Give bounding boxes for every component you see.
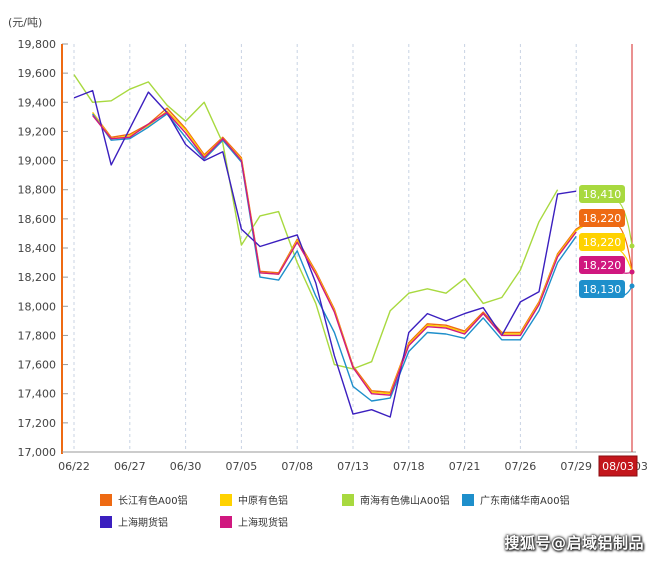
legend-swatch bbox=[100, 515, 112, 528]
series-line-2 bbox=[73, 74, 559, 370]
legend-item: 中原有色铝 bbox=[220, 492, 288, 507]
x-tick-label: 07/05 bbox=[226, 460, 258, 473]
legend-label: 上海期货铝 bbox=[118, 518, 168, 529]
end-value-tag bbox=[579, 209, 625, 227]
legend-label: 上海现货铝 bbox=[238, 518, 288, 529]
x-tick-label: 07/29 bbox=[560, 460, 592, 473]
y-tick-label: 18,600 bbox=[18, 213, 57, 226]
y-tick-label: 19,800 bbox=[18, 38, 57, 51]
end-value-dot bbox=[629, 269, 635, 275]
y-tick-label: 18,200 bbox=[18, 271, 57, 284]
series-line-0 bbox=[92, 107, 596, 393]
y-tick-label: 18,000 bbox=[18, 300, 57, 313]
y-tick-label: 17,600 bbox=[18, 359, 57, 372]
x-tick-label: 07/21 bbox=[449, 460, 481, 473]
y-tick-label: 18,400 bbox=[18, 242, 57, 255]
end-value-connector bbox=[615, 247, 633, 273]
end-value-label: 18,220 bbox=[583, 259, 622, 272]
x-tick-label: 07/18 bbox=[393, 460, 425, 473]
x-tick-label: 06/30 bbox=[170, 460, 202, 473]
x-tick-label: 06/22 bbox=[58, 460, 90, 473]
end-value-label: 18,130 bbox=[583, 283, 622, 296]
watermark: 搜狐号@启域铝制品 bbox=[504, 534, 644, 552]
end-value-tag bbox=[579, 256, 625, 274]
end-value-label: 18,220 bbox=[583, 212, 622, 225]
end-value-tag bbox=[579, 185, 625, 203]
legend-label: 中原有色铝 bbox=[238, 496, 288, 507]
y-tick-label: 17,400 bbox=[18, 388, 57, 401]
legend-item: 上海现货铝 bbox=[220, 514, 288, 529]
x-tick-label: 07/13 bbox=[337, 460, 369, 473]
legend-swatch bbox=[342, 493, 354, 506]
current-date-badge bbox=[598, 455, 638, 477]
legend-swatch bbox=[100, 493, 112, 506]
series-line-1 bbox=[92, 110, 596, 395]
y-tick-label: 19,200 bbox=[18, 125, 57, 138]
legend-swatch bbox=[462, 493, 474, 506]
legend-item: 广东南储华南A00铝 bbox=[462, 492, 570, 507]
legend-label: 广东南储华南A00铝 bbox=[480, 496, 570, 507]
series-line-5 bbox=[92, 111, 577, 396]
y-tick-label: 18,800 bbox=[18, 184, 57, 197]
legend-swatch bbox=[220, 493, 232, 506]
y-tick-label: 17,200 bbox=[18, 417, 57, 430]
end-value-label: 18,410 bbox=[583, 188, 622, 201]
series-line-3 bbox=[92, 113, 577, 402]
y-tick-label: 17,800 bbox=[18, 329, 57, 342]
x-tick-label: 07/08 bbox=[281, 460, 313, 473]
current-date-label: 08/03 bbox=[602, 460, 634, 473]
series-line-4 bbox=[73, 89, 577, 418]
x-tick-label: 06/27 bbox=[114, 460, 146, 473]
y-tick-label: 19,600 bbox=[18, 67, 57, 80]
y-tick-label: 19,400 bbox=[18, 96, 57, 109]
legend-item: 南海有色佛山A00铝 bbox=[342, 492, 450, 507]
legend-label: 长江有色A00铝 bbox=[118, 496, 188, 507]
legend-item: 上海期货铝 bbox=[100, 514, 168, 529]
end-value-dot bbox=[629, 283, 635, 289]
y-tick-label: 19,000 bbox=[18, 155, 57, 168]
end-value-tag bbox=[579, 233, 625, 251]
y-unit-label: (元/吨) bbox=[8, 16, 42, 29]
end-value-label: 18,220 bbox=[583, 236, 622, 249]
end-value-dot bbox=[629, 243, 635, 249]
y-tick-label: 17,000 bbox=[18, 446, 57, 459]
x-tick-label: 07/26 bbox=[505, 460, 537, 473]
legend-label: 南海有色佛山A00铝 bbox=[360, 496, 450, 507]
legend-item: 长江有色A00铝 bbox=[100, 492, 188, 507]
legend-swatch bbox=[220, 515, 232, 528]
end-value-tag bbox=[579, 280, 625, 298]
